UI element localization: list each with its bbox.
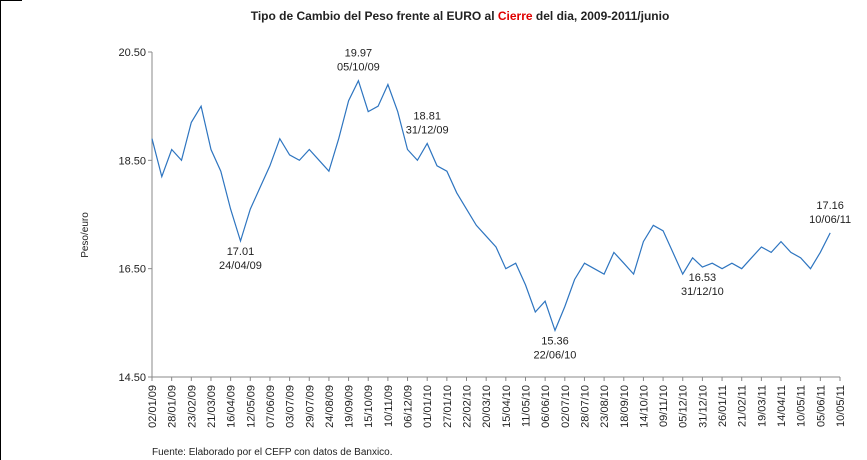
- title-part: del dia, 2009-2011/junio: [533, 9, 670, 23]
- annotation-value: 17.16: [816, 200, 844, 212]
- x-tick-label: 06/06/10: [540, 385, 552, 428]
- x-tick-label: 15/10/09: [363, 385, 375, 428]
- annotation-date: 31/12/09: [406, 125, 449, 137]
- x-tick-label: 10/05/11: [796, 385, 808, 427]
- x-tick-label: 23/08/10: [599, 385, 611, 428]
- x-tick-label: 03/07/09: [285, 385, 297, 428]
- x-tick-label: 02/07/10: [560, 385, 572, 428]
- title-part: Tipo de Cambio del Peso frente al EURO a…: [251, 9, 498, 23]
- x-tick-label: 14/04/11: [776, 385, 788, 427]
- x-tick-label: 09/11/10: [658, 385, 670, 427]
- x-tick-label: 02/01/09: [147, 385, 159, 428]
- annotation-date: 24/04/09: [219, 260, 262, 272]
- x-tick-label: 11/05/10: [520, 385, 532, 427]
- x-tick-label: 15/04/10: [501, 385, 513, 428]
- annotation-date: 31/12/10: [681, 286, 724, 298]
- y-tick-label: 14.50: [118, 372, 146, 384]
- chart-title: Tipo de Cambio del Peso frente al EURO a…: [251, 9, 670, 23]
- x-tick-label: 07/06/09: [265, 385, 277, 428]
- x-tick-label: 12/05/09: [245, 385, 257, 428]
- annotation-date: 22/06/10: [534, 349, 577, 361]
- annotation-value: 15.36: [541, 335, 569, 347]
- annotation-value: 18.81: [413, 111, 441, 123]
- x-tick-label: 28/01/09: [167, 385, 179, 428]
- x-tick-label: 20/03/10: [481, 385, 493, 428]
- x-tick-label: 27/01/10: [442, 385, 454, 428]
- x-tick-label: 28/07/10: [579, 385, 591, 428]
- annotation-value: 16.53: [689, 272, 717, 284]
- x-tick-label: 18/09/10: [619, 385, 631, 428]
- x-tick-label: 29/07/09: [304, 385, 316, 428]
- x-tick-label: 19/09/09: [344, 385, 356, 428]
- x-tick-label: 05/12/10: [678, 385, 690, 428]
- x-tick-label: 19/03/11: [756, 385, 768, 427]
- x-tick-label: 31/12/10: [697, 385, 709, 428]
- line-series: [151, 79, 831, 333]
- x-tick-label: 10/05/11: [835, 385, 847, 427]
- x-tick-label: 01/01/10: [422, 385, 434, 428]
- x-tick-label: 22/02/10: [462, 385, 474, 428]
- x-tick-label: 05/06/11: [815, 385, 827, 427]
- annotation-date: 05/10/09: [337, 62, 380, 74]
- x-tick-label: 24/08/09: [324, 385, 336, 428]
- y-tick-label: 16.50: [118, 264, 146, 276]
- x-tick-label: 26/01/11: [717, 385, 729, 427]
- y-axis-label: Peso/euro: [80, 212, 91, 258]
- annotation-value: 19.97: [345, 48, 373, 60]
- x-tick-label: 21/02/11: [737, 385, 749, 427]
- x-tick-label: 14/10/10: [638, 385, 650, 428]
- annotation-date: 10/06/11: [809, 214, 851, 226]
- x-tick-label: 23/02/09: [186, 385, 198, 428]
- title-part: Cierre: [498, 9, 533, 23]
- annotation-value: 17.01: [227, 246, 255, 258]
- x-tick-label: 10/11/09: [383, 385, 395, 427]
- y-tick-label: 20.50: [118, 47, 146, 59]
- source-note: Fuente: Elaborado por el CEFP con datos …: [152, 447, 393, 458]
- x-tick-label: 21/03/09: [206, 385, 218, 428]
- y-tick-label: 18.50: [118, 155, 146, 167]
- x-tick-label: 06/12/09: [403, 385, 415, 428]
- x-tick-label: 16/04/09: [226, 385, 238, 428]
